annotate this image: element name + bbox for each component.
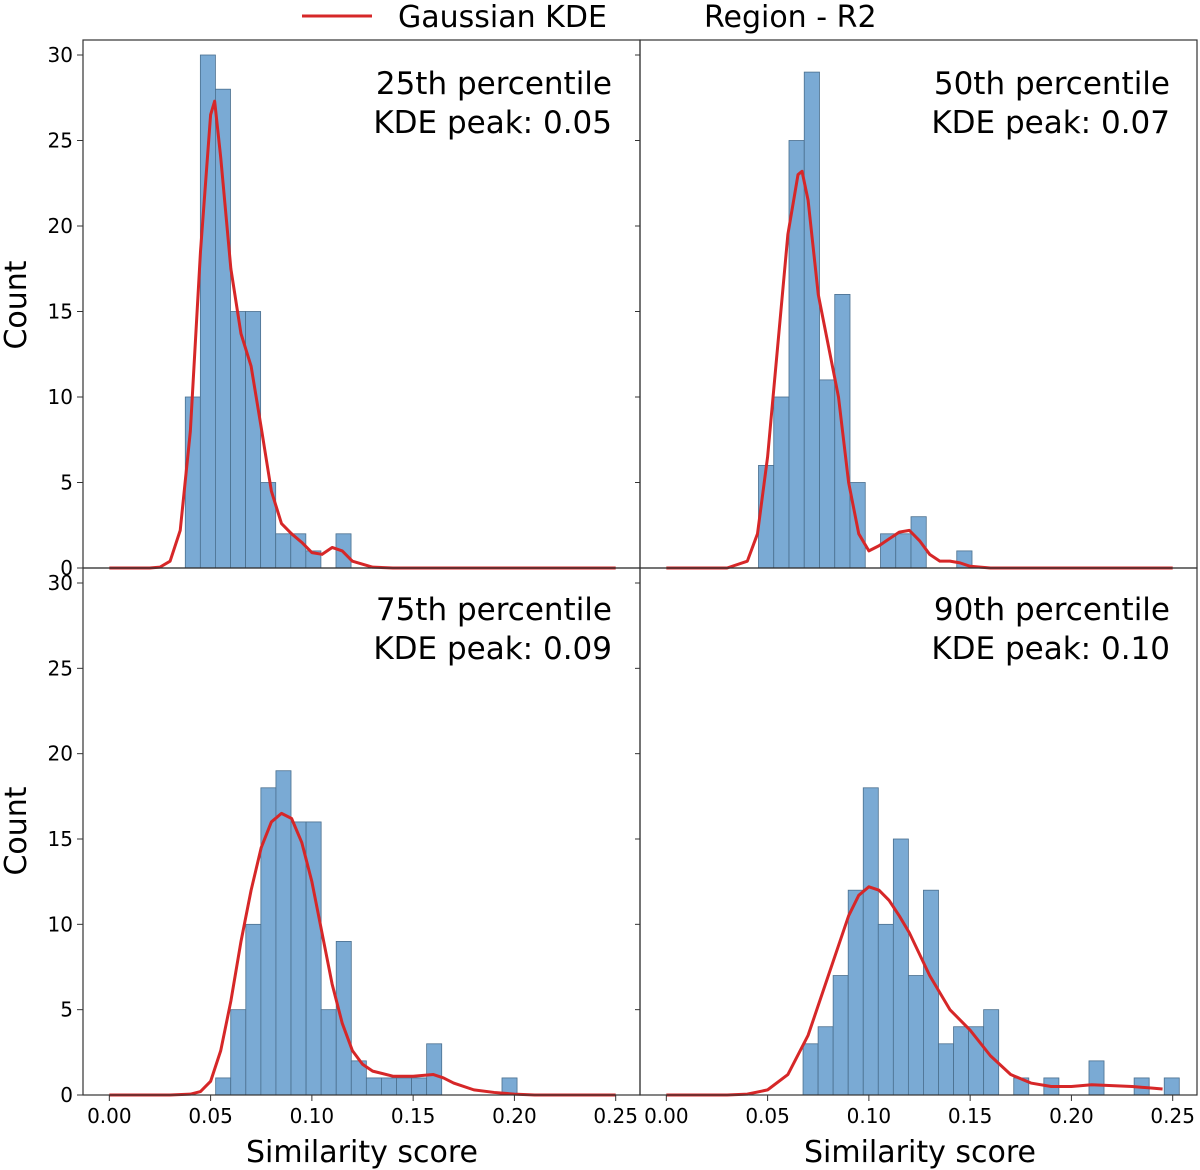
- y-tick-label: 25: [48, 129, 73, 153]
- x-tick-label: 0.10: [847, 1104, 892, 1128]
- panel-title-line1: 75th percentile: [376, 592, 612, 628]
- x-tick-label: 0.20: [492, 1104, 537, 1128]
- y-tick-label: 25: [48, 656, 73, 680]
- histogram-bar: [847, 889, 864, 1096]
- kde-curve: [109, 811, 616, 1097]
- panel-50th-percentile: 50th percentile KDE peak: 0.07: [635, 39, 1198, 570]
- histogram-bar: [895, 533, 912, 569]
- histogram-bar: [773, 396, 790, 569]
- panel-title-line2: KDE peak: 0.09: [373, 631, 612, 667]
- histogram-bar: [184, 396, 201, 569]
- y-tick-label: 15: [48, 300, 73, 324]
- histogram-bar: [215, 88, 231, 569]
- histogram-bar: [260, 787, 277, 1096]
- y-tick-label: 5: [60, 998, 73, 1022]
- axes-frame: [639, 567, 1198, 1096]
- panel-75th-percentile: 0 5 10 15 20 25 30 0.00 0.05 0.10 0.15 0.20 0.25 75t…: [48, 567, 641, 1128]
- y-tick-label: 10: [48, 912, 73, 936]
- histogram-bar: [803, 71, 820, 569]
- legend: Gaussian KDE Region - R2: [302, 0, 877, 35]
- x-tick-label: 0.10: [290, 1104, 335, 1128]
- ylabel-top: Count: [0, 260, 34, 349]
- histogram-bar: [953, 1026, 969, 1096]
- y-tick-label: 15: [48, 827, 73, 851]
- x-tick-label: 0.05: [745, 1104, 790, 1128]
- y-tick-label: 20: [48, 214, 73, 238]
- x-tick-label: 0.20: [1049, 1104, 1094, 1128]
- xlabel-left: Similarity score: [246, 1135, 478, 1170]
- histogram-bar: [923, 889, 939, 1096]
- histogram-bar: [832, 975, 849, 1096]
- histogram-bar: [230, 1009, 247, 1096]
- panel-title-line2: KDE peak: 0.05: [373, 105, 612, 141]
- histogram-bar: [245, 311, 262, 569]
- histogram-bar: [320, 1009, 337, 1096]
- ylabel-bottom: Count: [0, 786, 34, 875]
- histogram-bar: [802, 1043, 819, 1096]
- y-tick-label: 0: [60, 556, 73, 580]
- y-tick-label: 30: [48, 43, 73, 67]
- histogram-bar: [892, 838, 909, 1096]
- histogram-bar: [910, 516, 927, 569]
- histogram-bar: [290, 821, 307, 1096]
- histogram-bar: [817, 1026, 834, 1096]
- panel-title-line2: KDE peak: 0.07: [931, 105, 1170, 141]
- histogram-bar: [215, 1077, 232, 1096]
- panel-title-line1: 50th percentile: [934, 66, 1170, 102]
- histogram-bar: [1163, 1077, 1180, 1096]
- histogram-bar: [877, 923, 894, 1096]
- xlabel-right: Similarity score: [804, 1135, 1036, 1170]
- histogram-bar: [1088, 1060, 1105, 1096]
- y-tick-label: 5: [60, 471, 73, 495]
- kde-curve: [666, 169, 1173, 570]
- histogram-bar: [335, 941, 352, 1096]
- histogram-bar: [819, 379, 836, 569]
- histogram-bar: [275, 770, 292, 1096]
- x-tick-label: 0.25: [1150, 1104, 1195, 1128]
- histogram-bar: [426, 1043, 443, 1096]
- y-tick-label: 0: [60, 1083, 73, 1107]
- x-tick-label: 0.25: [593, 1104, 638, 1128]
- histogram-bar: [230, 311, 246, 569]
- kde-curve: [666, 885, 1163, 1097]
- histogram-bar: [938, 1043, 954, 1096]
- kde-curve: [109, 99, 616, 570]
- panel-title-line1: 25th percentile: [376, 66, 612, 102]
- histogram-bar: [365, 1077, 382, 1096]
- x-tick-label: 0.00: [644, 1104, 689, 1128]
- x-tick-label: 0.05: [188, 1104, 233, 1128]
- y-tick-label: 30: [48, 571, 73, 595]
- panel-90th-percentile: 0.00 0.05 0.10 0.15 0.20 0.25 90th percentile…: [635, 567, 1198, 1128]
- panel-title-line2: KDE peak: 0.10: [931, 631, 1170, 667]
- histogram-bar: [907, 975, 924, 1096]
- x-tick-label: 0.00: [87, 1104, 132, 1128]
- x-tick-label: 0.15: [391, 1104, 436, 1128]
- histogram-bar: [381, 1077, 397, 1096]
- legend-kde-label: Gaussian KDE: [398, 0, 607, 35]
- legend-region-label: Region - R2: [704, 0, 877, 35]
- panel-title-line1: 90th percentile: [934, 592, 1170, 628]
- histogram-bar: [411, 1077, 428, 1096]
- y-tick-label: 10: [48, 385, 73, 409]
- histogram-bar: [275, 533, 292, 569]
- histogram-bar: [788, 140, 805, 569]
- y-tick-label: 20: [48, 742, 73, 766]
- histogram-bar: [396, 1077, 412, 1096]
- histogram-bar: [862, 787, 879, 1096]
- histogram-bar: [245, 923, 262, 1096]
- x-tick-label: 0.15: [948, 1104, 993, 1128]
- panel-25th-percentile: 0 5 10 15 20 25 30 25th percentile KDE peak: 0…: [48, 39, 641, 580]
